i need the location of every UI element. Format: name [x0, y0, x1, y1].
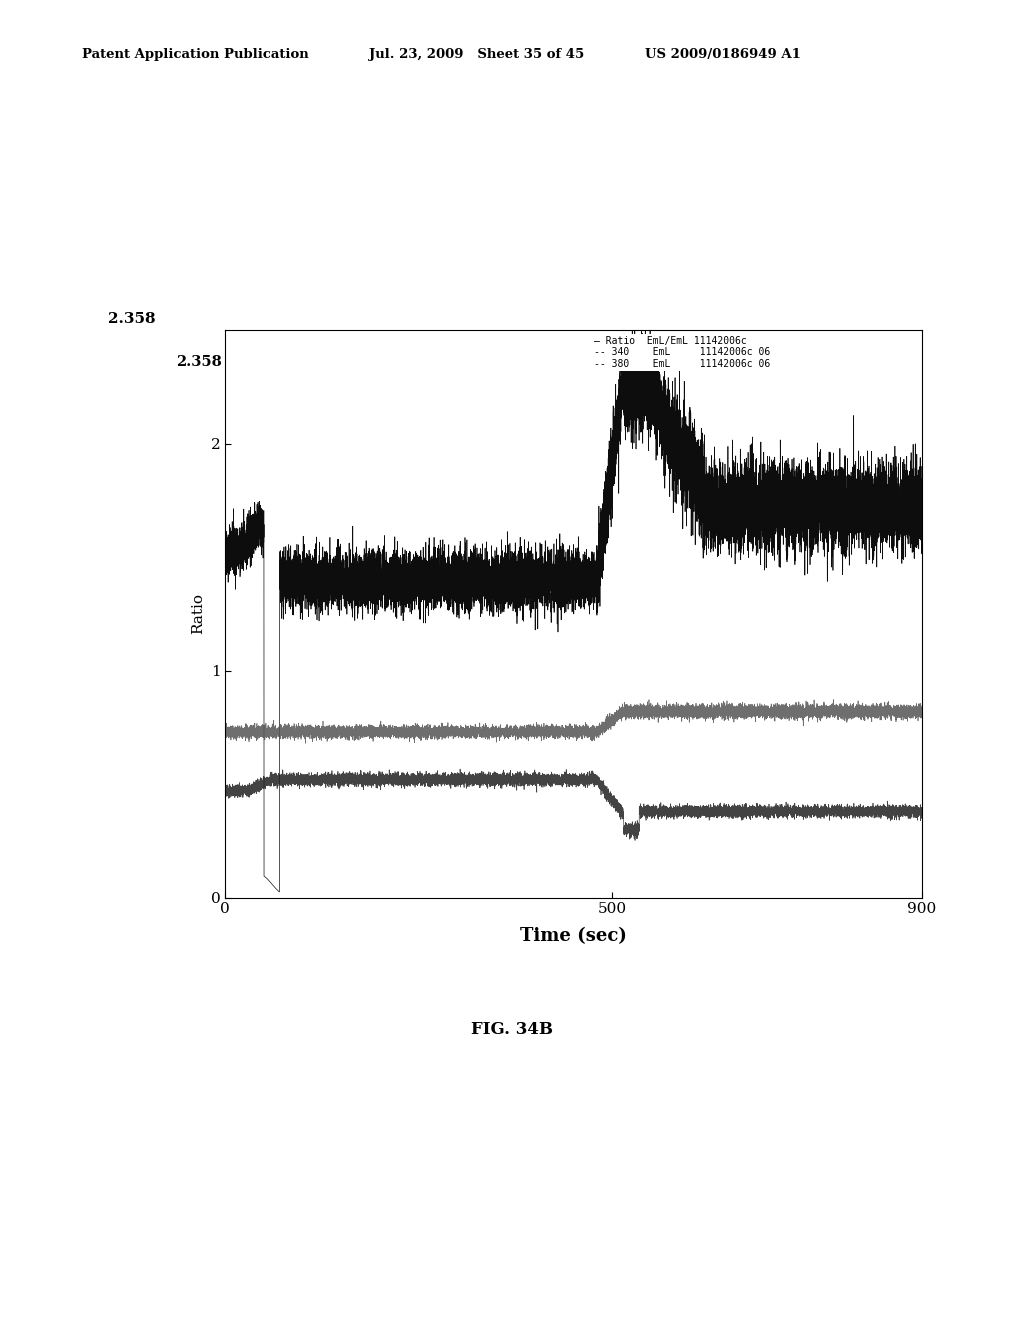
Text: 2.358: 2.358: [176, 355, 222, 370]
Text: Patent Application Publication: Patent Application Publication: [82, 48, 308, 61]
Text: US 2009/0186949 A1: US 2009/0186949 A1: [645, 48, 801, 61]
X-axis label: Time (sec): Time (sec): [520, 928, 627, 945]
Text: — Ratio  EmL/EmL 11142006c
-- 340    EmL     11142006c 06
-- 380    EmL     1114: — Ratio EmL/EmL 11142006c -- 340 EmL 111…: [594, 335, 771, 368]
Text: Jul. 23, 2009   Sheet 35 of 45: Jul. 23, 2009 Sheet 35 of 45: [369, 48, 584, 61]
Y-axis label: Ratio: Ratio: [191, 593, 205, 635]
Text: 2.358: 2.358: [108, 312, 156, 326]
Text: FIG. 34B: FIG. 34B: [471, 1022, 553, 1038]
